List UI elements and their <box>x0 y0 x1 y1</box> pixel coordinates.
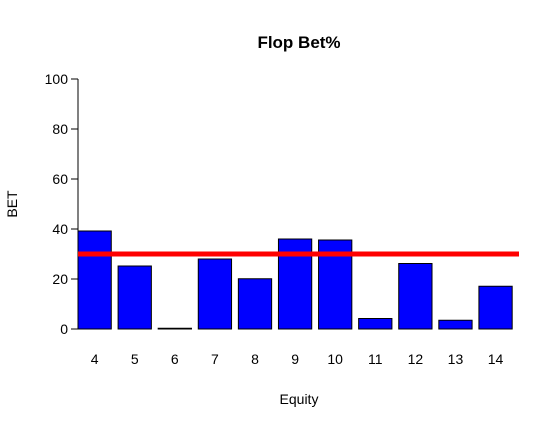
x-tick-label: 11 <box>368 351 383 367</box>
x-tick-label: 12 <box>408 351 424 367</box>
x-tick-label: 5 <box>131 351 139 367</box>
bar-12 <box>398 263 433 330</box>
y-axis: 0 20 40 60 80 100 <box>45 71 79 337</box>
x-axis-tick-labels: 4 5 6 7 8 9 10 11 12 13 14 <box>91 351 504 367</box>
bar-8 <box>237 278 273 330</box>
bar-4 <box>77 230 112 330</box>
x-tick-label: 14 <box>488 351 504 367</box>
x-tick-label: 8 <box>251 351 259 367</box>
bar-7 <box>197 258 233 330</box>
y-tick-label: 0 <box>60 321 68 337</box>
bar-14 <box>478 285 513 330</box>
x-axis-label: Equity <box>280 391 319 407</box>
x-tick-label: 7 <box>211 351 219 367</box>
y-tick-label: 60 <box>52 171 68 187</box>
y-tick-label: 100 <box>45 71 69 87</box>
chart-title: Flop Bet% <box>257 33 340 52</box>
x-tick-label: 10 <box>327 351 343 367</box>
x-tick-label: 6 <box>171 351 179 367</box>
bar-6 <box>157 327 192 330</box>
bar-11 <box>358 318 393 330</box>
y-tick-label: 20 <box>52 271 68 287</box>
y-tick-label: 40 <box>52 221 68 237</box>
x-tick-label: 9 <box>291 351 299 367</box>
y-axis-label: BET <box>4 190 20 218</box>
bars <box>77 230 513 330</box>
y-tick-label: 80 <box>52 121 68 137</box>
bar-13 <box>438 319 473 330</box>
bar-5 <box>117 265 152 330</box>
x-tick-label: 13 <box>448 351 464 367</box>
x-tick-label: 4 <box>91 351 99 367</box>
